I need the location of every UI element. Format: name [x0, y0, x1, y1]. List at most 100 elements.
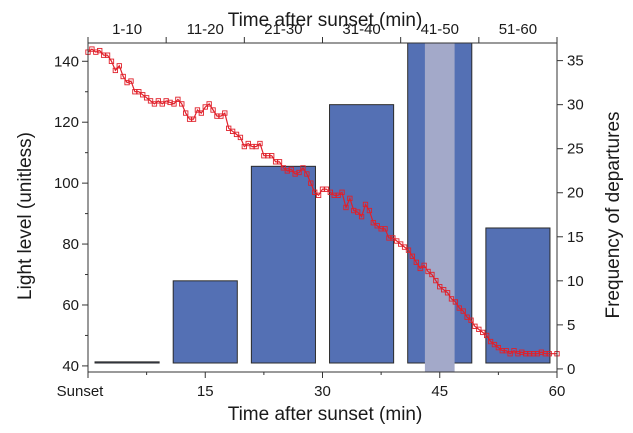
light-level-point [272, 159, 279, 165]
right-tick-label: 10 [567, 273, 584, 290]
light-level-point [542, 351, 548, 357]
light-level-point [206, 101, 212, 107]
top-category-label: 1-10 [112, 21, 142, 38]
top-axis-title: Time after sunset (min) [228, 10, 423, 31]
light-level-point [331, 192, 337, 198]
light-level-point [97, 47, 103, 54]
light-level-point [433, 277, 439, 284]
light-level-point [159, 101, 165, 107]
light-level-point [202, 104, 208, 110]
bar [250, 165, 316, 364]
light-level-point [437, 284, 443, 290]
light-level-point [405, 247, 412, 253]
light-level-point [530, 351, 537, 357]
light-level-point [366, 207, 373, 214]
light-level-point [308, 180, 314, 186]
light-level-point [503, 348, 509, 354]
light-level-point [284, 168, 290, 174]
light-level-point [280, 165, 287, 171]
light-level-point [421, 262, 427, 269]
light-level-point [116, 63, 122, 69]
light-level-point [229, 128, 236, 134]
light-level-point [335, 192, 341, 198]
light-level-point [167, 99, 173, 106]
light-level-point [413, 259, 419, 265]
light-level-point [464, 314, 470, 320]
light-level-point [534, 351, 541, 357]
light-level-point [163, 98, 169, 104]
highlight-band [424, 43, 455, 372]
right-axis-title: Frequency of departures [603, 111, 624, 318]
light-level-point [198, 110, 204, 116]
light-level-point [292, 171, 298, 177]
light-level-point [394, 238, 400, 244]
light-level-point [261, 153, 267, 159]
light-level-point [136, 89, 142, 95]
left-tick-label: 80 [62, 236, 79, 253]
light-level-point [370, 220, 376, 226]
light-level-point [355, 209, 361, 215]
light-level-point [175, 96, 181, 103]
light-level-point [296, 169, 302, 176]
left-tick-label: 140 [54, 53, 79, 70]
light-level-point [327, 189, 333, 195]
plot-area [85, 42, 560, 373]
right-tick-label: 5 [567, 317, 575, 334]
light-level-point [89, 46, 95, 52]
light-level-point [222, 110, 228, 116]
right-tick-label: 20 [567, 185, 584, 202]
light-level-point [245, 140, 251, 147]
light-level-point [358, 213, 365, 220]
light-level-point [378, 226, 384, 232]
light-level-point [319, 186, 326, 192]
light-level-point [362, 201, 369, 208]
top-category-label: 41-50 [421, 21, 459, 38]
left-axis-title: Light level (unitless) [15, 132, 36, 300]
right-tick-label: 30 [567, 97, 584, 114]
light-level-point [351, 207, 357, 214]
left-tick-label: 40 [62, 358, 79, 375]
light-level-point [484, 332, 490, 339]
bar [94, 361, 160, 364]
light-level-point [386, 235, 392, 241]
light-level-point [456, 305, 462, 311]
bottom-axis-title: Time after sunset (min) [228, 404, 423, 425]
light-level-point [100, 52, 107, 58]
light-level-line [87, 48, 557, 355]
bar-series [94, 42, 551, 364]
bar [329, 104, 395, 364]
light-level-point [441, 287, 447, 293]
light-level-point [300, 165, 306, 171]
light-level-point [108, 58, 115, 64]
light-level-point [538, 349, 545, 355]
light-level-point [190, 116, 197, 122]
light-level-point [124, 79, 130, 86]
light-level-point [343, 204, 349, 211]
light-level-point [276, 159, 283, 165]
light-level-point [323, 186, 330, 192]
bottom-tick-label: 60 [549, 383, 566, 400]
light-level-point [417, 265, 423, 272]
right-tick-label: 0 [567, 361, 575, 378]
light-level-point [249, 143, 255, 150]
light-level-point [214, 113, 220, 119]
light-level-point [425, 268, 431, 275]
light-level-point [495, 344, 502, 351]
light-level-point [194, 107, 201, 113]
bottom-tick-label: 15 [197, 383, 214, 400]
left-tick-label: 120 [54, 114, 79, 131]
light-level-point [546, 351, 552, 357]
light-level-point [523, 351, 529, 357]
light-level-point [374, 223, 380, 229]
light-level-point [472, 323, 478, 329]
light-level-point [312, 189, 318, 195]
left-tick-label: 60 [62, 297, 79, 314]
bottom-tick-label: 45 [431, 383, 448, 400]
light-level-point [233, 131, 240, 138]
light-level-point [511, 348, 517, 354]
light-level-point [171, 101, 177, 107]
right-axis: 0 5 10 15 20 25 30 35 [557, 53, 584, 378]
light-level-point [237, 134, 244, 141]
light-level-point [132, 89, 138, 95]
